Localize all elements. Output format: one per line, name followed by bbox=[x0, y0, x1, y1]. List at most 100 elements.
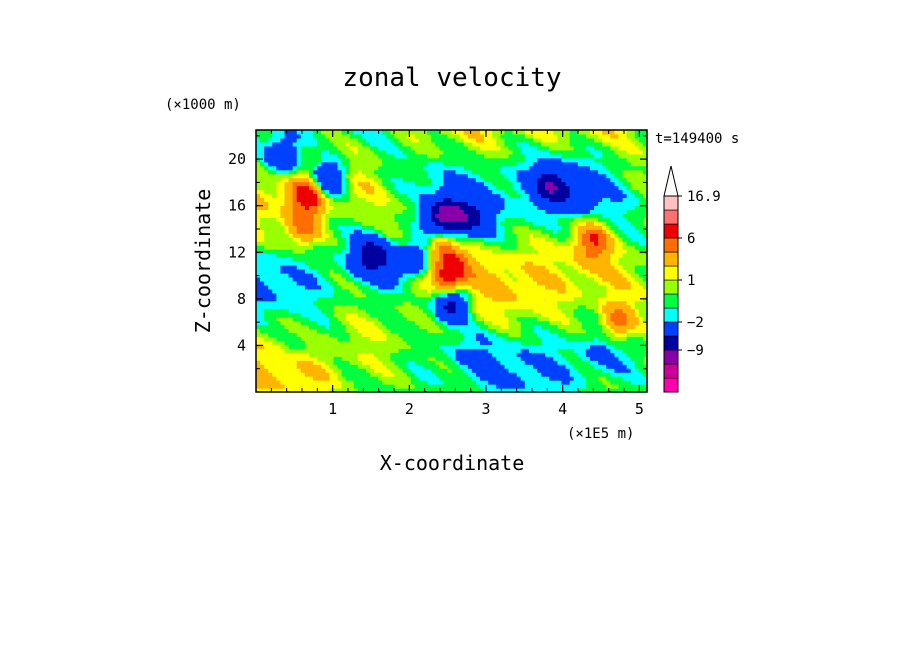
field-cell bbox=[467, 292, 473, 298]
field-cell bbox=[471, 181, 477, 187]
field-cell bbox=[459, 292, 465, 298]
field-cell bbox=[500, 165, 506, 171]
field-cell bbox=[545, 245, 550, 250]
field-cell bbox=[467, 221, 473, 226]
field-cell bbox=[528, 185, 534, 191]
field-cell bbox=[537, 384, 542, 389]
field-cell bbox=[435, 360, 440, 365]
field-cell bbox=[504, 217, 510, 222]
field-cell bbox=[406, 284, 412, 290]
field-cell bbox=[422, 161, 428, 167]
field-cell bbox=[549, 344, 554, 349]
field-cell bbox=[382, 205, 387, 210]
field-cell bbox=[475, 221, 481, 226]
field-cell bbox=[329, 165, 334, 171]
field-cell bbox=[431, 209, 436, 214]
field-cell bbox=[394, 145, 400, 151]
field-cell bbox=[414, 292, 420, 298]
field-cell bbox=[365, 245, 371, 250]
field-cell bbox=[512, 249, 518, 254]
field-cell bbox=[459, 257, 465, 262]
field-cell bbox=[345, 249, 351, 254]
field-cell bbox=[488, 324, 493, 330]
field-cell bbox=[410, 205, 416, 210]
field-cell bbox=[398, 197, 404, 203]
field-cell bbox=[402, 348, 408, 353]
field-cell bbox=[422, 193, 428, 199]
field-cell bbox=[296, 185, 302, 191]
field-cell bbox=[545, 145, 550, 151]
field-cell bbox=[308, 312, 314, 318]
field-cell bbox=[557, 245, 563, 250]
field-cell bbox=[418, 130, 424, 135]
field-cell bbox=[264, 356, 269, 361]
field-cell bbox=[516, 173, 522, 179]
field-cell bbox=[349, 201, 355, 207]
field-cell bbox=[329, 233, 334, 238]
field-cell bbox=[260, 225, 265, 230]
field-cell bbox=[516, 344, 522, 349]
field-cell bbox=[463, 261, 469, 266]
field-cell bbox=[414, 141, 420, 147]
field-cell bbox=[313, 217, 318, 222]
field-cell bbox=[410, 388, 416, 392]
field-cell bbox=[288, 237, 294, 242]
field-cell bbox=[276, 185, 282, 191]
field-cell bbox=[475, 133, 481, 139]
field-cell bbox=[341, 288, 347, 294]
field-cell bbox=[496, 268, 501, 274]
field-cell bbox=[431, 284, 436, 290]
field-cell bbox=[459, 332, 465, 338]
field-cell bbox=[284, 316, 290, 322]
field-cell bbox=[276, 292, 282, 298]
field-cell bbox=[272, 245, 277, 250]
field-cell bbox=[374, 336, 379, 341]
field-cell bbox=[427, 268, 432, 274]
field-cell bbox=[516, 241, 522, 246]
field-cell bbox=[260, 300, 265, 306]
field-cell bbox=[374, 169, 379, 175]
field-cell bbox=[378, 312, 383, 318]
field-cell bbox=[304, 356, 310, 361]
field-cell bbox=[431, 225, 436, 230]
field-cell bbox=[439, 173, 444, 179]
field-cell bbox=[443, 130, 449, 135]
field-cell bbox=[492, 241, 497, 246]
field-cell bbox=[488, 280, 493, 286]
field-cell bbox=[370, 201, 375, 207]
field-cell bbox=[480, 157, 485, 163]
field-cell bbox=[463, 141, 469, 147]
field-cell bbox=[427, 130, 432, 135]
field-cell bbox=[561, 384, 567, 389]
field-cell bbox=[537, 130, 542, 135]
field-cell bbox=[398, 364, 404, 369]
field-cell bbox=[480, 161, 485, 167]
field-cell bbox=[443, 261, 449, 266]
field-cell bbox=[390, 261, 396, 266]
field-cell bbox=[386, 380, 391, 385]
field-cell bbox=[333, 181, 339, 187]
field-cell bbox=[496, 221, 501, 226]
field-cell bbox=[333, 384, 339, 389]
field-cell bbox=[520, 268, 526, 274]
field-cell bbox=[390, 312, 396, 318]
field-cell bbox=[345, 149, 351, 155]
field-cell bbox=[264, 276, 269, 282]
field-cell bbox=[390, 320, 396, 326]
field-cell bbox=[447, 177, 453, 183]
field-cell bbox=[504, 352, 510, 357]
field-cell bbox=[492, 133, 497, 139]
field-cell bbox=[402, 308, 408, 314]
field-cell bbox=[353, 272, 359, 278]
field-cell bbox=[321, 193, 326, 199]
field-cell bbox=[292, 225, 298, 230]
field-cell bbox=[504, 193, 510, 199]
field-cell bbox=[528, 149, 534, 155]
field-cell bbox=[545, 201, 550, 207]
field-cell bbox=[537, 209, 542, 214]
field-cell bbox=[345, 316, 351, 322]
field-cell bbox=[378, 304, 383, 310]
field-cell bbox=[349, 388, 355, 392]
field-cell bbox=[500, 221, 506, 226]
field-cell bbox=[353, 360, 359, 365]
